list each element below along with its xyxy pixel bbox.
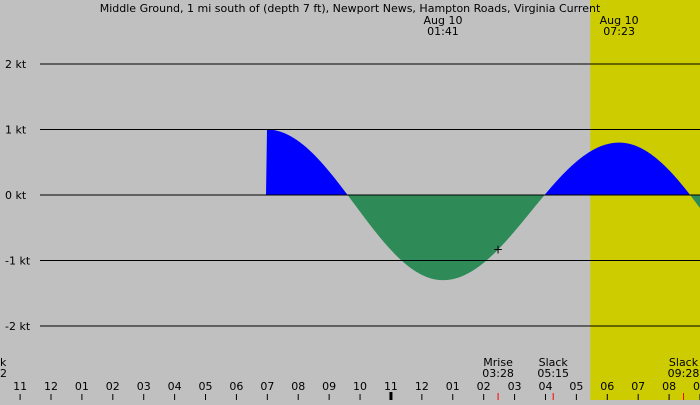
ebb-area [0,195,700,281]
x-tick-label: 05 [199,380,213,393]
edge-event-time-label: 2 [0,367,7,380]
event-label: Slack [539,356,569,369]
x-tick-label: 11 [13,380,27,393]
x-tick-label: 05 [569,380,583,393]
x-tick-label: 12 [44,380,58,393]
x-tick-label: 11 [384,380,398,393]
x-tick-label: 08 [662,380,676,393]
x-tick-label: 12 [415,380,429,393]
x-tick-label: 03 [508,380,522,393]
event-time-label: 05:15 [537,367,569,380]
extreme-date-label: Aug 10 [423,14,462,27]
event-label: Mrise [483,356,513,369]
event-time-label: 03:28 [482,367,514,380]
grid-lines [19,63,700,400]
extreme-time-label: 07:23 [603,25,635,38]
x-tick-label: 09 [693,380,700,393]
extreme-time-label: 01:41 [427,25,459,38]
event-label: Slack [669,356,699,369]
flood-area [0,129,700,195]
extreme-date-label: Aug 10 [600,14,639,27]
x-tick-label: 07 [260,380,274,393]
x-tick-label: 04 [168,380,182,393]
x-tick-label: 06 [600,380,614,393]
x-tick-label: 01 [446,380,460,393]
x-tick-label: 02 [106,380,120,393]
y-tick-label: 1 kt [5,124,27,137]
current-curve [0,129,700,281]
midnight-marker [389,392,393,400]
y-tick-label: -2 kt [5,320,31,333]
y-tick-label: -1 kt [5,255,31,268]
x-tick-label: 02 [477,380,491,393]
x-tick-label: 06 [229,380,243,393]
y-tick-label: 0 kt [5,189,27,202]
x-tick-label: 09 [322,380,336,393]
x-tick-label: 04 [538,380,552,393]
daylight-band [590,0,700,400]
y-tick-label: 2 kt [5,58,27,71]
moon-marker: + [493,243,503,257]
x-tick-label: 10 [353,380,367,393]
labels: Middle Ground, 1 mi south of (depth 7 ft… [0,2,700,393]
chart-title: Middle Ground, 1 mi south of (depth 7 ft… [100,2,601,15]
x-tick-label: 07 [631,380,645,393]
edge-event-label: k [0,356,7,369]
x-tick-label: 08 [291,380,305,393]
x-tick-label: 03 [137,380,151,393]
x-tick-label: 01 [75,380,89,393]
event-time-label: 09:28 [668,367,700,380]
